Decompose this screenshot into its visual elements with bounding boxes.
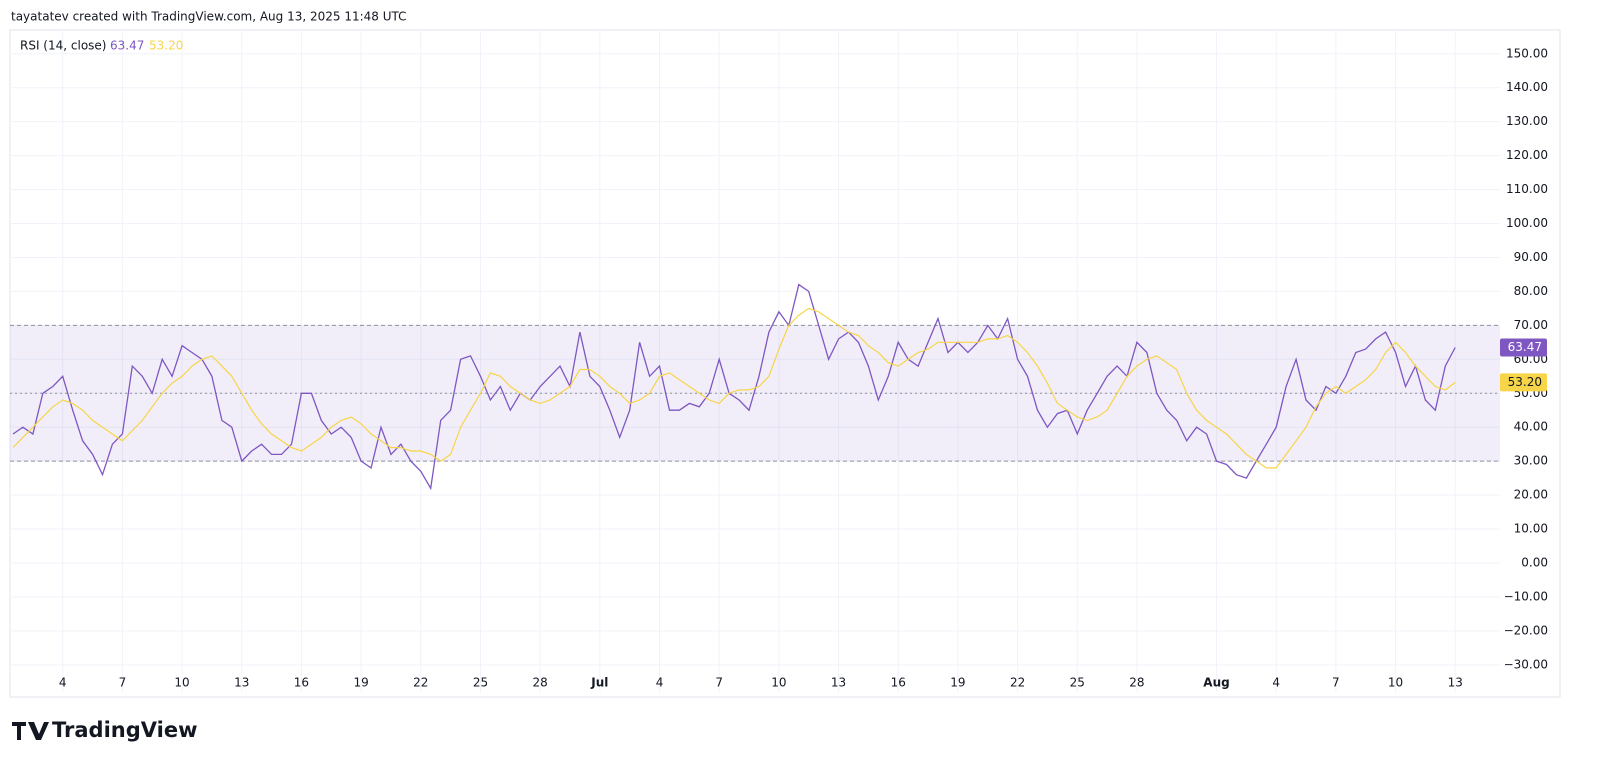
x-tick-label: 22 [413,676,428,690]
price-badge-label: 63.47 [1508,340,1542,354]
x-tick-label: 13 [1448,676,1463,690]
plot [10,283,1500,491]
x-tick-label: 16 [891,676,906,690]
x-tick-label: 4 [656,676,664,690]
logo-text: TradingView [52,718,197,742]
y-tick-label: 120.00 [1506,148,1548,162]
x-tick-label: 10 [174,676,189,690]
price-badge [1500,338,1547,357]
y-tick-label: 40.00 [1514,420,1548,434]
x-tick-label: 7 [715,676,723,690]
x-tick-label: Aug [1203,676,1229,690]
x-tick-label: 10 [1388,676,1403,690]
y-tick-label: 130.00 [1506,114,1548,128]
x-tick-label: 16 [294,676,309,690]
x-tick-label: 7 [119,676,127,690]
grid [10,30,1500,692]
y-tick-label: −30.00 [1504,657,1548,671]
x-tick-label: 28 [533,676,548,690]
x-tick-label: 19 [950,676,965,690]
logo: TradingView [12,718,197,742]
x-tick-label: 4 [59,676,67,690]
x-tick-label: 28 [1129,676,1144,690]
x-tick-label: 25 [473,676,488,690]
legend-ma-value: 53.20 [149,39,183,53]
y-tick-label: 30.00 [1514,454,1548,468]
legend-rsi-value: 63.47 [110,39,144,53]
y-tick-label: 80.00 [1514,284,1548,298]
x-tick-label: 10 [771,676,786,690]
x-tick-label: 13 [234,676,249,690]
rsi-line [12,283,1456,491]
y-tick-label: 110.00 [1506,182,1548,196]
x-tick-label: 4 [1272,676,1280,690]
x-tick-label: 7 [1332,676,1340,690]
y-tick-label: 0.00 [1521,555,1548,569]
y-tick-label: 100.00 [1506,216,1548,230]
rsi-ma-line [12,307,1456,469]
indicator-title: RSI (14, close) [20,39,106,53]
x-tick-label: 13 [831,676,846,690]
y-tick-label: −20.00 [1504,623,1548,637]
y-tick-label: 20.00 [1514,488,1548,502]
pane-border [9,29,1561,698]
price-badge-label: 53.20 [1508,375,1542,389]
header: tayatatev created with TradingView.com, … [11,10,407,24]
x-tick-label: Jul [590,676,608,690]
y-tick-label: 70.00 [1514,318,1548,332]
price-badge [1500,373,1547,392]
x-tick-label: 25 [1070,676,1085,690]
y-tick-label: 90.00 [1514,250,1548,264]
y-tick-label: 10.00 [1514,522,1548,536]
x-tick-label: 19 [353,676,368,690]
y-tick-label: −10.00 [1504,589,1548,603]
y-tick-label: 150.00 [1506,46,1548,60]
y-tick-label: 140.00 [1506,80,1548,94]
x-tick-label: 22 [1010,676,1025,690]
